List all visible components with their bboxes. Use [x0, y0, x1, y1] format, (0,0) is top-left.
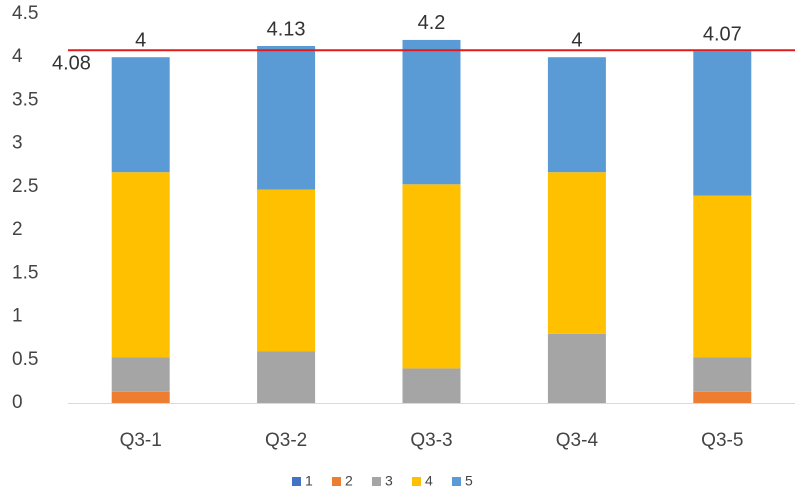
bar-segment — [693, 195, 752, 358]
bar-segment — [111, 357, 170, 392]
legend-swatch — [292, 477, 301, 486]
legend-swatch — [412, 477, 421, 486]
legend-swatch — [332, 477, 341, 486]
bar-segment — [111, 172, 170, 358]
legend-swatch — [372, 477, 381, 486]
total-label: 4 — [135, 30, 146, 52]
y-tick-label: 3.5 — [12, 89, 38, 110]
total-label: 4.07 — [703, 23, 742, 45]
bar-segment — [111, 391, 170, 403]
bar-segment — [547, 57, 606, 173]
y-tick-label: 4 — [12, 46, 23, 67]
y-tick-label: 4.5 — [12, 3, 38, 24]
legend-label: 5 — [465, 473, 473, 489]
x-tick-label: Q3-2 — [265, 430, 307, 451]
y-tick-label: 1.5 — [12, 262, 38, 283]
bar-segment — [402, 184, 461, 369]
bar-segment — [257, 351, 316, 403]
bar-segment — [257, 45, 316, 190]
y-tick-label: 3 — [12, 133, 23, 154]
legend-label: 1 — [305, 473, 313, 489]
bar-segment — [402, 39, 461, 185]
legend-label: 3 — [385, 473, 393, 489]
y-tick-label: 2 — [12, 219, 23, 240]
bar-segment — [547, 333, 606, 403]
bar-segment — [693, 391, 752, 403]
x-tick-label: Q3-1 — [120, 430, 162, 451]
bar-segment — [257, 189, 316, 352]
legend-swatch — [452, 477, 461, 486]
reference-label: 4.08 — [52, 53, 91, 75]
x-tick-label: Q3-5 — [701, 430, 743, 451]
legend-label: 2 — [345, 473, 353, 489]
total-label: 4.13 — [267, 18, 306, 40]
bar-segment — [693, 357, 752, 392]
y-tick-label: 0.5 — [12, 349, 38, 370]
legend-label: 4 — [425, 473, 433, 489]
total-label: 4 — [571, 30, 582, 52]
y-tick-label: 1 — [12, 306, 23, 327]
x-tick-label: Q3-3 — [410, 430, 452, 451]
bar-segment — [547, 172, 606, 334]
bar-segment — [111, 57, 170, 173]
y-tick-label: 2.5 — [12, 176, 38, 197]
bar-segment — [402, 368, 461, 403]
x-tick-label: Q3-4 — [556, 430, 599, 451]
bar-segment — [693, 51, 752, 196]
y-tick-label: 0 — [12, 392, 23, 413]
total-label: 4.2 — [418, 12, 446, 34]
